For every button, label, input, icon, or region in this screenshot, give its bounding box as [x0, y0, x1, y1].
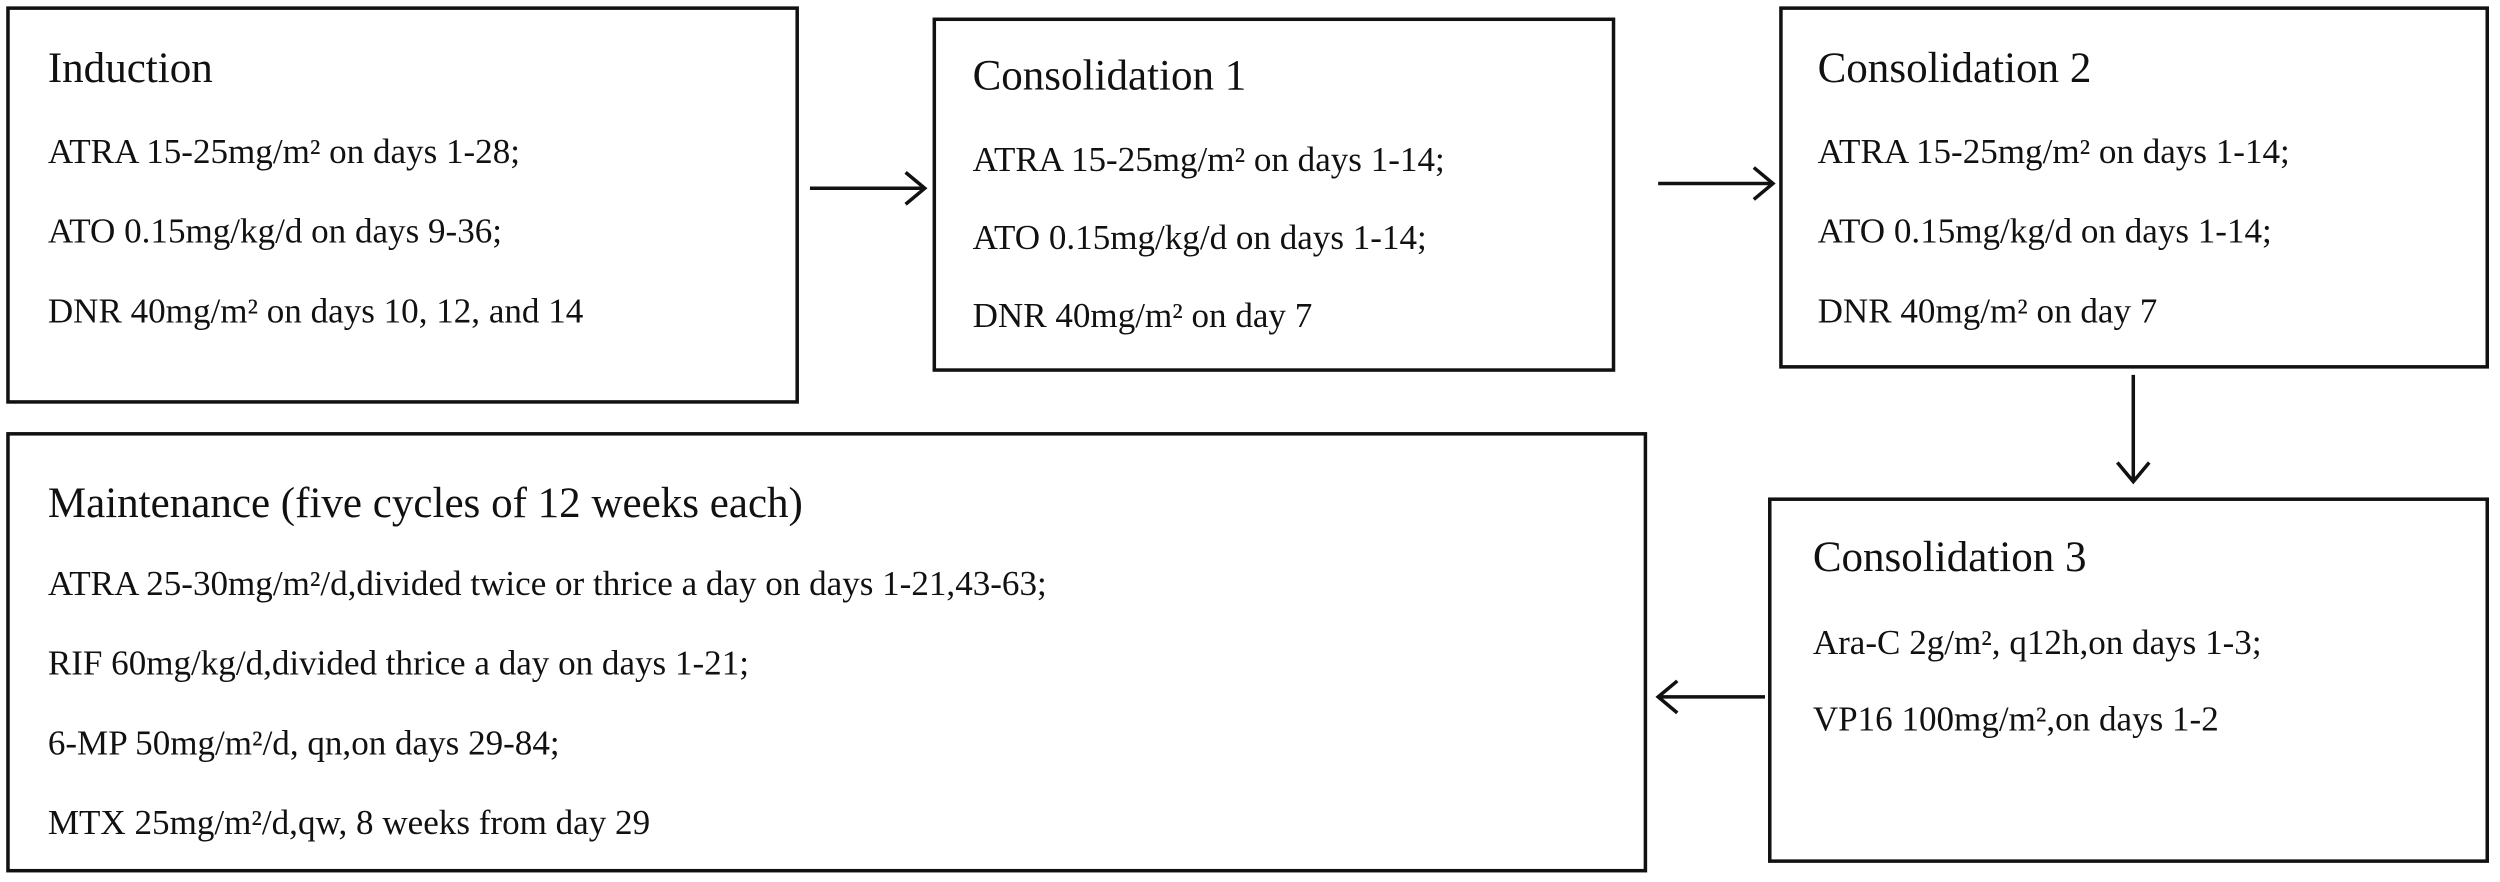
box-border [6, 432, 1648, 873]
box-border [1779, 6, 2489, 369]
arrows [809, 166, 2151, 715]
arrow [2115, 374, 2151, 485]
stage-box: Consolidation 3 Ara-C 2g/m², q12h,on days… [1768, 497, 2489, 863]
box-border [1768, 497, 2489, 863]
regimen-line: DNR 40mg/m² on days 10, 12, and 14 [48, 291, 583, 330]
regimen-line: VP16 100mg/m²,on days 1-2 [1813, 699, 2219, 738]
regimen-line: MTX 25mg/m²/d,qw, 8 weeks from day 29 [48, 803, 650, 842]
regimen-line: DNR 40mg/m² on day 7 [1818, 291, 2158, 330]
stage-title: Consolidation 1 [973, 53, 1247, 100]
box-border [932, 17, 1616, 372]
regimen-line: Ara-C 2g/m², q12h,on days 1-3; [1813, 623, 2262, 662]
arrow [1658, 166, 1776, 201]
regimen-line: ATO 0.15mg/kg/d on days 1-14; [1818, 212, 2272, 251]
regimen-line: RIF 60mg/kg/d,divided thrice a day on da… [48, 644, 749, 683]
regimen-line: ATO 0.15mg/kg/d on days 1-14; [973, 218, 1427, 257]
regimen-line: ATRA 15-25mg/m² on days 1-14; [1818, 132, 2290, 171]
regimen-line: ATRA 15-25mg/m² on days 1-28; [48, 132, 520, 171]
regimen-line: ATO 0.15mg/kg/d on days 9-36; [48, 212, 502, 251]
stage-title: Induction [48, 45, 213, 92]
stage-title: Consolidation 2 [1818, 45, 2092, 92]
stage-title: Consolidation 3 [1813, 534, 2087, 581]
arrow [1655, 679, 1765, 715]
regimen-line: ATRA 15-25mg/m² on days 1-14; [973, 140, 1445, 179]
stage-title: Maintenance (five cycles of 12 weeks eac… [48, 480, 803, 527]
regimen-line: ATRA 25-30mg/m²/d,divided twice or thric… [48, 564, 1047, 603]
stage-box: Consolidation 1 ATRA 15-25mg/m² on days 1… [932, 17, 1616, 372]
regimen-line: DNR 40mg/m² on day 7 [973, 296, 1313, 335]
stage-box: Induction ATRA 15-25mg/m² on days 1-28; AT… [6, 6, 799, 404]
regimen-line: 6-MP 50mg/m²/d, qn,on days 29-84; [48, 723, 560, 762]
box-border [6, 6, 799, 404]
stage-box: Consolidation 2 ATRA 15-25mg/m² on days 1… [1779, 6, 2489, 369]
stage-box: Maintenance (five cycles of 12 weeks eac… [6, 432, 1648, 873]
arrow [809, 170, 928, 206]
